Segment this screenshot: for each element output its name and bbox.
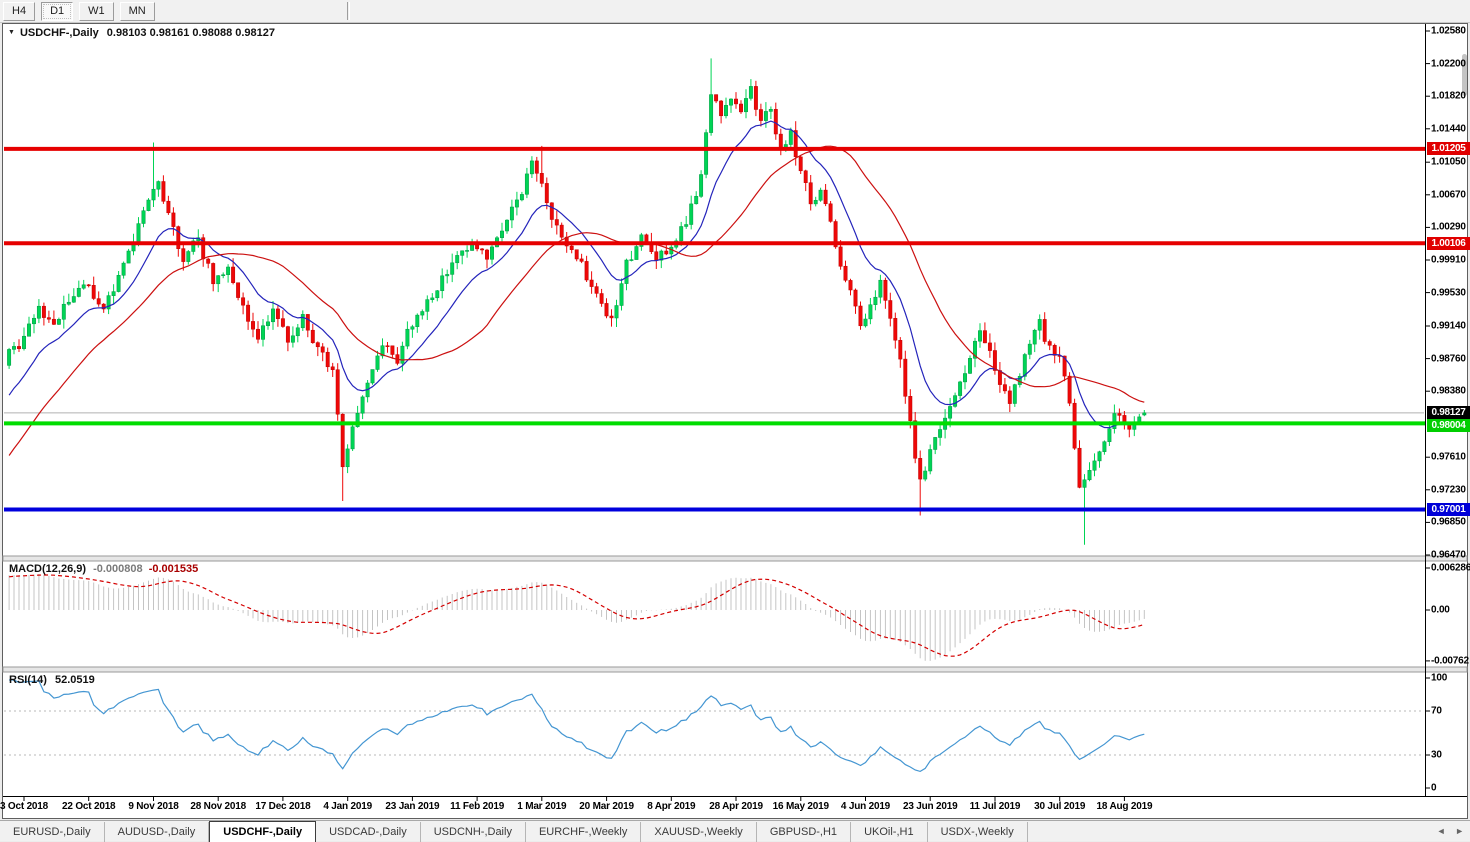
tab-audusd-daily[interactable]: AUDUSD-,Daily — [105, 822, 210, 842]
tab-usdcad-daily[interactable]: USDCAD-,Daily — [316, 822, 421, 842]
tab-ukoil-h1[interactable]: UKOil-,H1 — [851, 822, 928, 842]
toolbar-separator — [347, 2, 350, 20]
chart-window[interactable] — [2, 23, 1468, 819]
timeframe-button-w1[interactable]: W1 — [79, 2, 114, 21]
tab-usdchf-daily[interactable]: USDCHF-,Daily — [209, 821, 317, 842]
chart-tab-bar: EURUSD-,Daily AUDUSD-,Daily USDCHF-,Daily U… — [0, 820, 1470, 842]
scrollbar-thumb[interactable] — [1462, 54, 1467, 96]
tab-eurusd-daily[interactable]: EURUSD-,Daily — [0, 822, 105, 842]
tab-usdcnh-daily[interactable]: USDCNH-,Daily — [421, 822, 526, 842]
timeframe-button-d1[interactable]: D1 — [41, 2, 74, 21]
tab-scroll-right-icon[interactable]: ► — [1455, 826, 1464, 836]
timeframe-toolbar: H4 D1 W1 MN — [0, 0, 1470, 23]
tab-scroll-arrows: ◄ ► — [1430, 821, 1464, 841]
tab-xauusd-weekly[interactable]: XAUUSD-,Weekly — [641, 822, 757, 842]
tab-usdx-weekly[interactable]: USDX-,Weekly — [928, 822, 1028, 842]
tab-scroll-left-icon[interactable]: ◄ — [1436, 826, 1446, 836]
timeframe-button-h4[interactable]: H4 — [3, 2, 36, 21]
timeframe-button-mn[interactable]: MN — [119, 2, 155, 21]
tab-gbpusd-h1[interactable]: GBPUSD-,H1 — [757, 822, 852, 842]
tab-eurchf-weekly[interactable]: EURCHF-,Weekly — [526, 822, 642, 842]
